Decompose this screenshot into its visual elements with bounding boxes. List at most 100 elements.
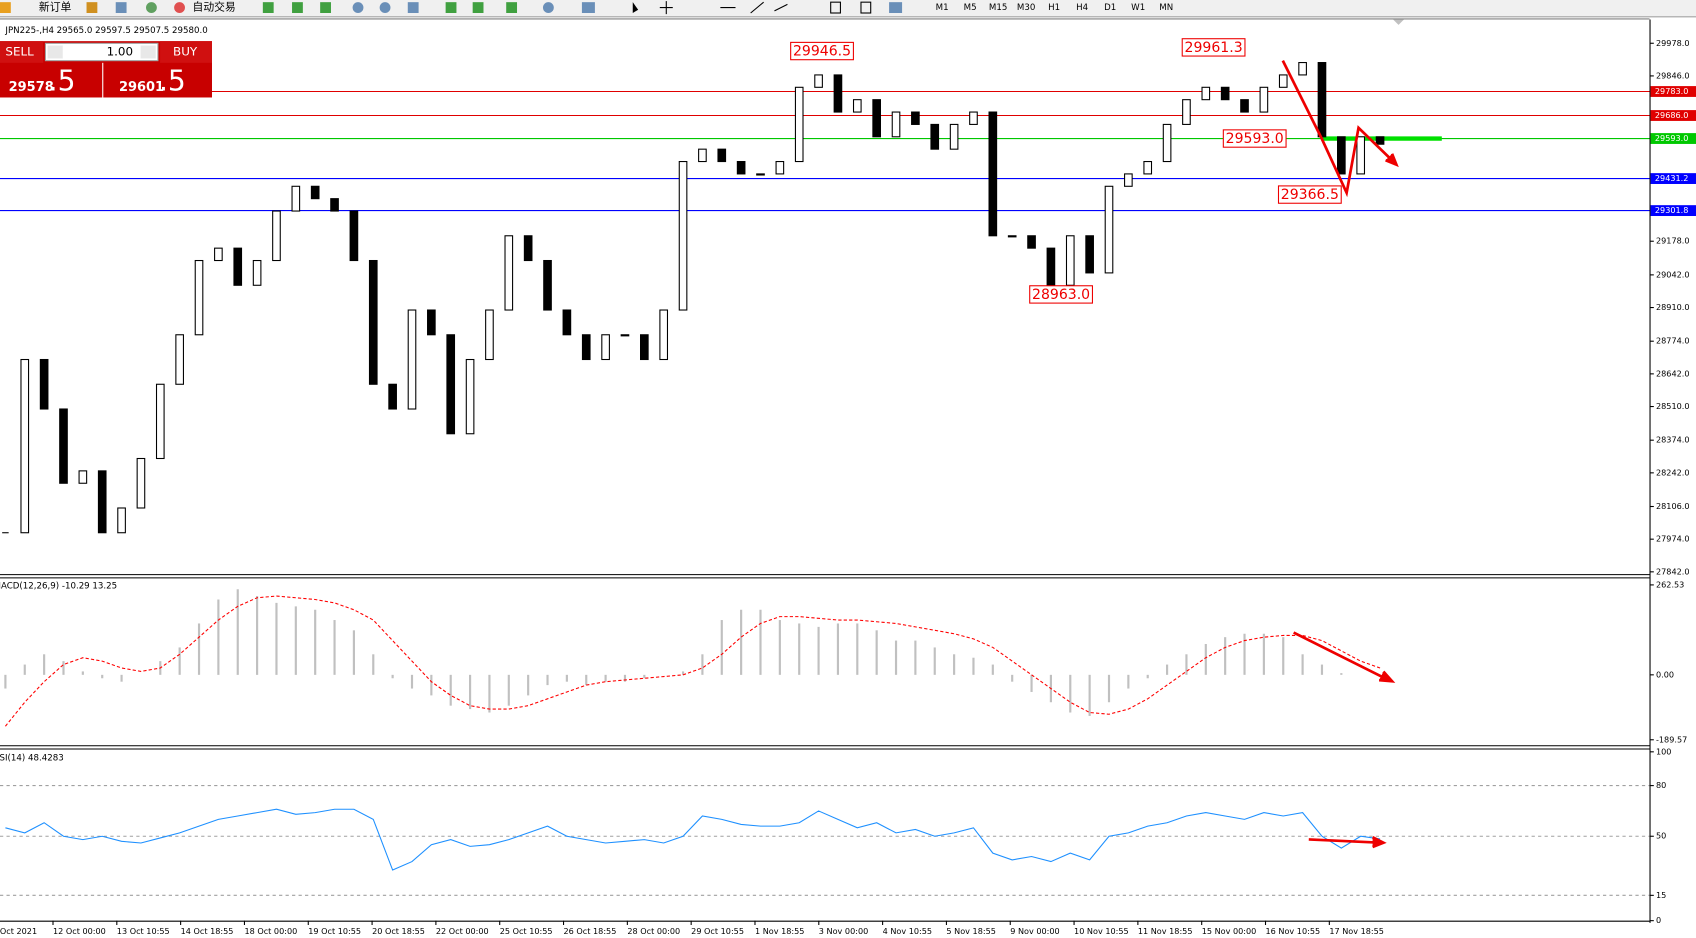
candle (581, 334, 591, 361)
timeframe-button[interactable]: M30 (1017, 3, 1035, 13)
timeframe-button[interactable]: MN (1159, 3, 1173, 13)
toolbar-button[interactable]: 新订单 (39, 0, 72, 14)
icon[interactable] (632, 2, 639, 13)
icon[interactable] (860, 1, 872, 14)
lot-down[interactable] (47, 45, 63, 59)
sell-label[interactable]: SELL (5, 44, 34, 58)
timeframe-button[interactable]: M5 (964, 3, 977, 13)
price-tag-label: 29593.0 (1655, 133, 1689, 143)
icon[interactable] (445, 2, 457, 13)
candle (1220, 86, 1230, 101)
icon[interactable] (379, 2, 391, 13)
sell-price[interactable]: 29578 (9, 80, 54, 95)
candle (1085, 235, 1094, 274)
icon[interactable] (352, 2, 364, 13)
time-label: 5 Nov 18:55 (946, 926, 995, 936)
icon[interactable] (472, 2, 484, 13)
arrow-path (1281, 60, 1395, 198)
icon[interactable] (86, 2, 98, 13)
candle (330, 198, 339, 212)
icon[interactable] (581, 2, 595, 13)
candle (1259, 86, 1269, 113)
candle (1104, 185, 1114, 274)
candle (640, 334, 649, 361)
y-tick-label: 15 (1656, 890, 1666, 900)
sell-price-frac[interactable]: .5 (49, 64, 76, 97)
y-tick-label: 80 (1656, 780, 1666, 790)
icon[interactable] (720, 1, 788, 14)
candle (465, 358, 475, 435)
sell-button[interactable] (0, 41, 44, 63)
candle (504, 235, 514, 311)
buy-button[interactable] (160, 41, 212, 63)
candle (1201, 86, 1211, 101)
icon[interactable] (174, 2, 185, 13)
timeframe-button[interactable]: W1 (1131, 3, 1145, 13)
timeframe-button[interactable]: M15 (989, 3, 1007, 13)
candle (678, 160, 688, 311)
price-tag (1650, 86, 1696, 97)
icon[interactable] (0, 2, 11, 13)
candle (988, 111, 998, 237)
lot-up[interactable] (140, 45, 156, 59)
timeframe-button[interactable]: M1 (936, 3, 949, 13)
icon[interactable] (889, 2, 903, 13)
icon[interactable] (320, 2, 331, 13)
icon[interactable] (506, 2, 518, 13)
candle (698, 148, 707, 163)
candle (78, 470, 88, 484)
icon[interactable] (292, 2, 303, 13)
annotation-label: 29366.5 (1281, 187, 1339, 203)
time-label: 11 Oct 2021 (0, 926, 37, 936)
time-label: 11 Nov 18:55 (1138, 926, 1193, 936)
icon[interactable] (542, 2, 554, 13)
icon[interactable] (146, 2, 157, 13)
candle (911, 111, 920, 125)
candle (930, 123, 940, 150)
candle (427, 309, 436, 336)
time-label: 3 Nov 00:00 (819, 926, 868, 936)
price-tag (1650, 205, 1696, 217)
icon[interactable] (115, 2, 127, 13)
candle (20, 358, 30, 534)
candle (349, 210, 359, 262)
time-label: 9 Nov 00:00 (1010, 926, 1059, 936)
candle (407, 309, 417, 410)
time-label: 17 Nov 18:55 (1329, 926, 1384, 936)
price-tag-label: 29301.8 (1655, 205, 1689, 215)
annotation-box (1277, 185, 1342, 204)
icon[interactable] (659, 1, 673, 15)
time-label: 13 Oct 10:55 (117, 926, 170, 936)
lot-field[interactable] (44, 42, 159, 62)
y-tick-label: 29846.0 (1656, 70, 1690, 80)
candle (485, 309, 494, 361)
toolbar-button[interactable]: 自动交易 (193, 0, 236, 14)
timeframe-button[interactable]: H4 (1076, 3, 1088, 13)
candle (446, 334, 456, 435)
candle (1027, 235, 1036, 249)
buy-label[interactable]: BUY (173, 44, 198, 58)
buy-price-frac[interactable]: .5 (159, 64, 186, 97)
candle (39, 358, 49, 410)
icon[interactable] (262, 2, 274, 13)
y-tick-label: 27974.0 (1656, 534, 1690, 544)
y-tick-label: 50 (1656, 831, 1666, 841)
arrow-path (1308, 838, 1381, 845)
candle (1046, 247, 1056, 286)
icon[interactable] (830, 1, 841, 14)
annotation-label: 29961.3 (1185, 40, 1243, 56)
lot-value[interactable]: 1.00 (107, 44, 133, 58)
candle (59, 408, 68, 484)
time-label: 29 Oct 10:55 (691, 926, 744, 936)
candle (717, 148, 727, 163)
annotation-box (1222, 129, 1287, 148)
time-label: 12 Oct 00:00 (53, 926, 106, 936)
candle (659, 309, 669, 361)
buy-price[interactable]: 29601 (119, 80, 164, 95)
annotation-box (790, 41, 854, 61)
icon[interactable] (407, 2, 419, 13)
timeframe-button[interactable]: H1 (1048, 3, 1060, 13)
timeframe-button[interactable]: D1 (1104, 3, 1116, 13)
